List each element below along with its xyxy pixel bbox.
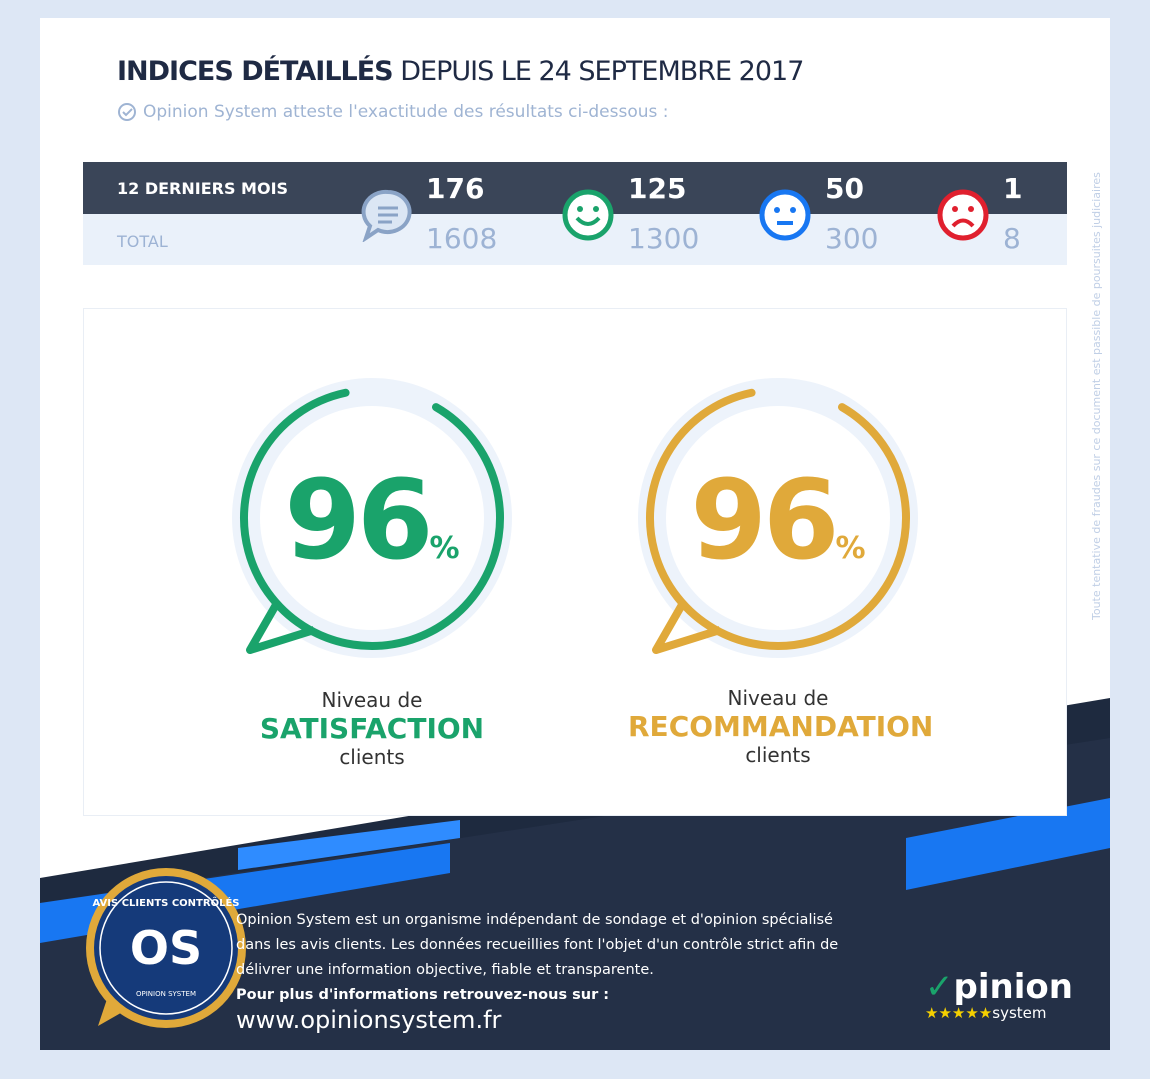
gauge-tail <box>652 601 722 654</box>
gauge-value: 96% <box>690 456 866 584</box>
svg-text:AVIS CLIENTS CONTRÔLÉS: AVIS CLIENTS CONTRÔLÉS <box>93 896 240 909</box>
neutral-face-icon <box>759 189 811 241</box>
row-label-total: TOTAL <box>117 232 168 251</box>
recommendation-gauge: 96% <box>628 368 928 668</box>
avis-clients-controles-badge: OS AVIS CLIENTS CONTRÔLÉS OPINION SYSTEM <box>86 868 246 1028</box>
recommendation-caption: Niveau de RECOMMANDATION clients <box>628 686 934 767</box>
positive-total: 1300 <box>628 222 700 255</box>
certificate-card: INDICES DÉTAILLÉS DEPUIS LE 24 SEPTEMBRE… <box>40 18 1110 1050</box>
neutral-recent: 50 <box>825 172 864 205</box>
reviews-total: 1608 <box>426 222 498 255</box>
positive-recent: 125 <box>628 172 687 205</box>
fraud-notice: Toute tentative de fraudes sur ce docume… <box>1090 172 1103 620</box>
svg-text:OPINION SYSTEM: OPINION SYSTEM <box>136 990 196 998</box>
gauge-tail <box>246 601 316 654</box>
satisfaction-caption: Niveau de SATISFACTION clients <box>259 688 485 769</box>
page-title: INDICES DÉTAILLÉS DEPUIS LE 24 SEPTEMBRE… <box>117 56 804 87</box>
negative-recent: 1 <box>1003 172 1023 205</box>
row-label-recent: 12 DERNIERS MOIS <box>117 179 289 198</box>
svg-text:OS: OS <box>130 921 202 975</box>
reviews-recent: 176 <box>426 172 485 205</box>
website-link[interactable]: www.opinionsystem.fr <box>236 1006 502 1034</box>
speech-bubble-icon <box>361 189 412 242</box>
happy-face-icon <box>562 189 614 241</box>
gauge-value: 96% <box>284 456 460 584</box>
check-circle-icon <box>118 103 136 121</box>
opinion-system-logo: ✓pinion ★★★★★system <box>925 967 1073 1022</box>
satisfaction-gauge: 96% <box>222 368 522 668</box>
sad-face-icon <box>937 189 989 241</box>
neutral-total: 300 <box>825 222 879 255</box>
subtitle: Opinion System atteste l'exactitude des … <box>117 102 669 122</box>
stats-bar: 12 DERNIERS MOIS TOTAL 176 1608 125 1300… <box>83 162 1067 265</box>
negative-total: 8 <box>1003 222 1021 255</box>
footer-text: Opinion System est un organisme indépend… <box>236 912 839 1034</box>
